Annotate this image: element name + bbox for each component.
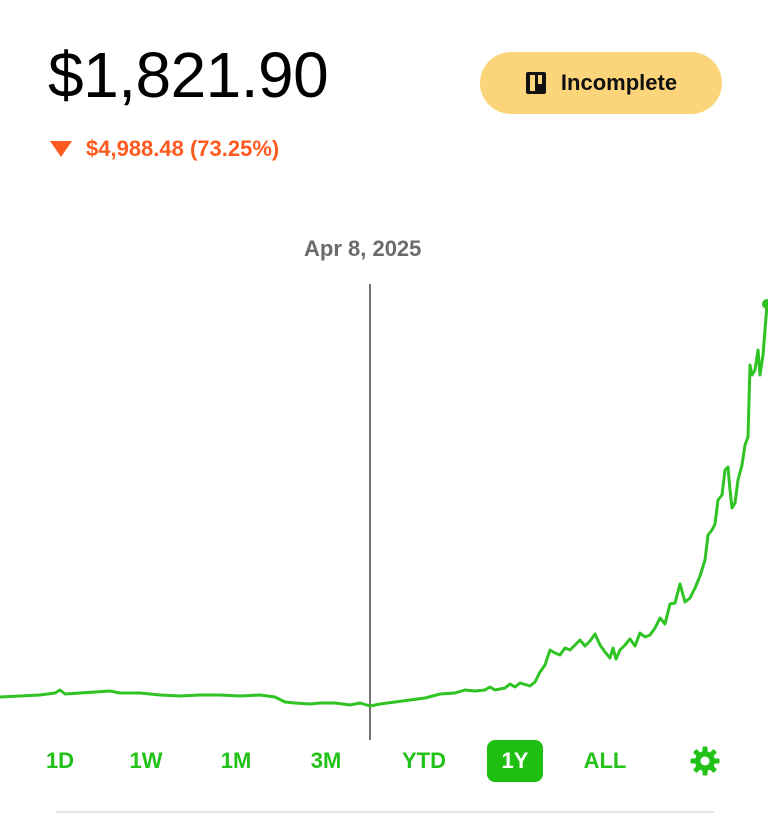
current-point <box>762 299 768 309</box>
portfolio-chart[interactable] <box>0 0 768 740</box>
value-change: $4,988.48 (73.25%) <box>50 136 279 162</box>
incomplete-label: Incomplete <box>560 70 678 95</box>
book-icon <box>525 72 546 94</box>
portfolio-line <box>0 304 768 708</box>
time-range-selector: 1D 1W 1M 3M YTD 1Y ALL <box>0 740 768 782</box>
portfolio-value: $1,821.90 <box>48 39 329 111</box>
down-triangle-icon <box>50 141 72 157</box>
range-1y[interactable]: 1Y <box>487 740 543 782</box>
incomplete-button[interactable]: Incomplete <box>480 52 722 114</box>
scrubber-date-text: Apr 8, 2025 <box>304 236 422 261</box>
value-change-text: $4,988.48 (73.25%) <box>86 136 280 161</box>
divider <box>56 811 714 813</box>
range-1d[interactable]: 1D <box>45 748 75 773</box>
gear-icon[interactable] <box>690 746 720 776</box>
range-all[interactable]: ALL <box>583 748 627 773</box>
range-ytd[interactable]: YTD <box>402 748 446 773</box>
range-3m[interactable]: 3M <box>310 748 342 773</box>
range-1w[interactable]: 1W <box>129 748 163 773</box>
range-1m[interactable]: 1M <box>220 748 252 773</box>
